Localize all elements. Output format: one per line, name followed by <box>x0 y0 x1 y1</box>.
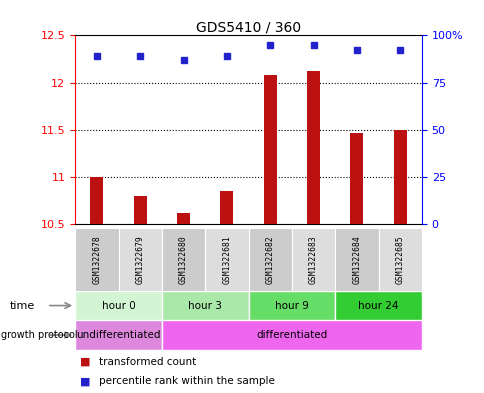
Bar <box>378 228 421 291</box>
Text: transformed count: transformed count <box>99 357 197 367</box>
Bar <box>248 228 291 291</box>
Text: GSM1322678: GSM1322678 <box>92 235 101 284</box>
Text: ■: ■ <box>80 376 91 386</box>
Text: undifferentiated: undifferentiated <box>76 330 160 340</box>
Text: hour 3: hour 3 <box>188 301 222 310</box>
Bar <box>90 177 103 224</box>
Bar <box>162 320 421 350</box>
Text: GSM1322680: GSM1322680 <box>179 235 188 284</box>
Text: GSM1322681: GSM1322681 <box>222 235 231 284</box>
Text: hour 0: hour 0 <box>102 301 135 310</box>
Bar <box>291 228 334 291</box>
Text: GSM1322685: GSM1322685 <box>395 235 404 284</box>
Bar <box>393 130 406 224</box>
Title: GDS5410 / 360: GDS5410 / 360 <box>196 20 301 34</box>
Bar <box>118 228 162 291</box>
Text: GSM1322682: GSM1322682 <box>265 235 274 284</box>
Bar <box>334 228 378 291</box>
Bar <box>205 228 248 291</box>
Bar <box>75 228 118 291</box>
Text: differentiated: differentiated <box>256 330 327 340</box>
Text: time: time <box>10 301 35 310</box>
Bar <box>75 291 162 320</box>
Bar <box>334 291 421 320</box>
Text: hour 9: hour 9 <box>274 301 308 310</box>
Text: GSM1322684: GSM1322684 <box>352 235 361 284</box>
Text: growth protocol: growth protocol <box>1 330 77 340</box>
Bar <box>177 213 190 224</box>
Text: GSM1322683: GSM1322683 <box>308 235 318 284</box>
Bar <box>162 228 205 291</box>
Bar <box>306 71 319 224</box>
Text: percentile rank within the sample: percentile rank within the sample <box>99 376 275 386</box>
Bar <box>134 196 146 224</box>
Bar <box>263 75 276 224</box>
Bar <box>75 320 162 350</box>
Bar <box>220 191 233 224</box>
Bar <box>162 291 248 320</box>
Bar <box>248 291 334 320</box>
Text: ■: ■ <box>80 357 91 367</box>
Bar <box>350 132 363 224</box>
Text: GSM1322679: GSM1322679 <box>136 235 144 284</box>
Text: hour 24: hour 24 <box>358 301 398 310</box>
